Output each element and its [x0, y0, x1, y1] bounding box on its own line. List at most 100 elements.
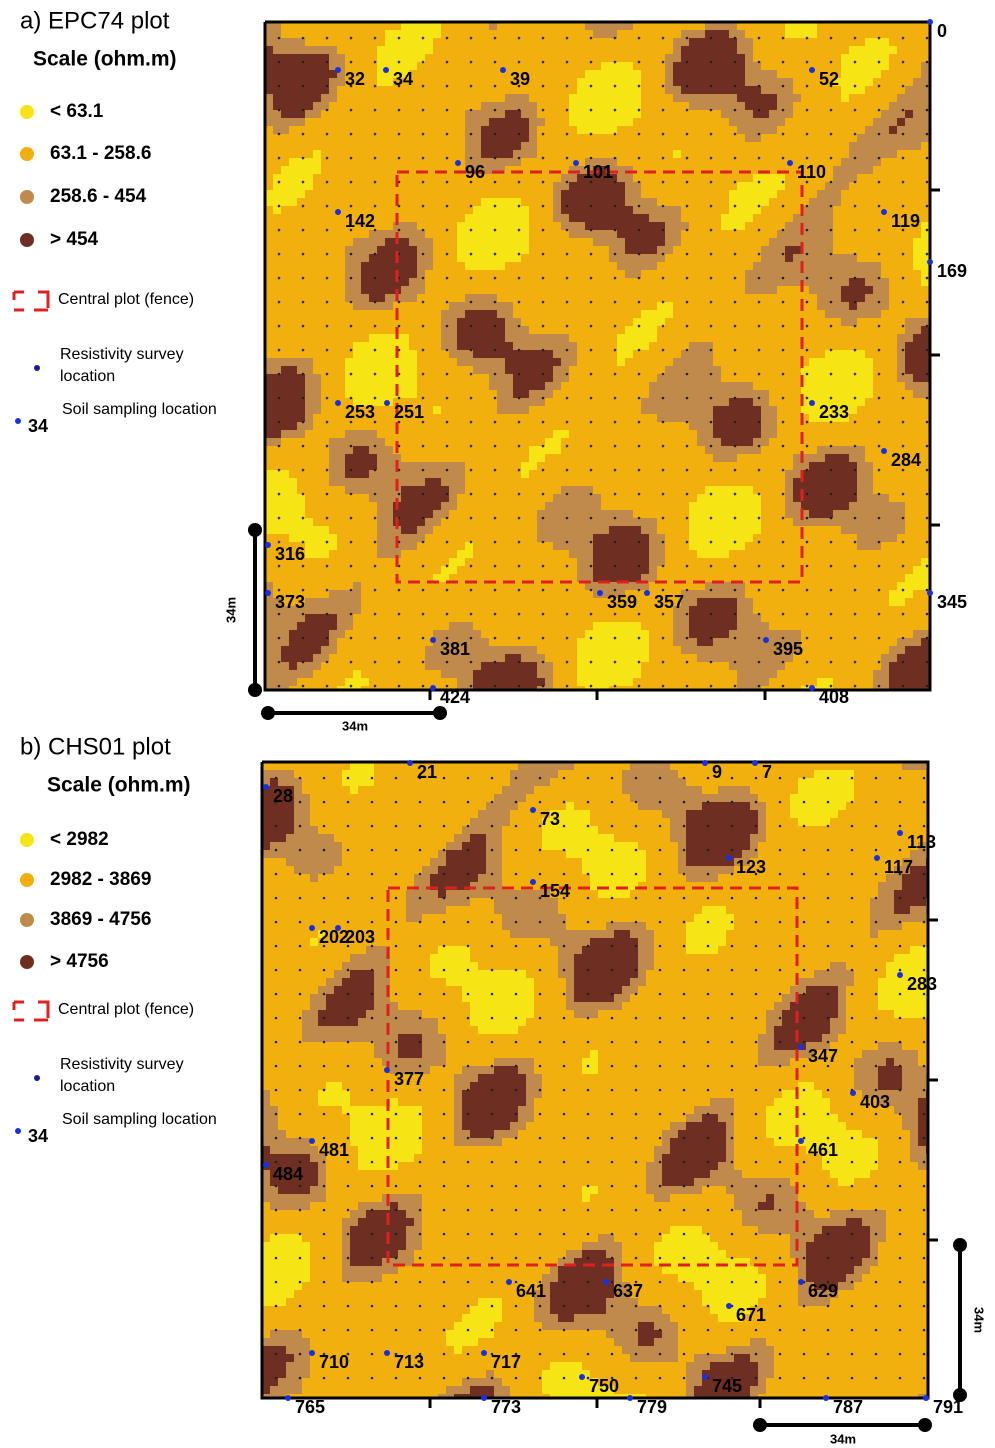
map-cell	[545, 134, 553, 142]
map-cell	[601, 238, 609, 246]
map-cell	[281, 478, 289, 486]
map-cell	[585, 422, 593, 430]
map-cell	[777, 238, 785, 246]
map-cell	[729, 198, 737, 206]
map-cell	[401, 190, 409, 198]
map-cell	[673, 358, 681, 366]
map-cell	[649, 190, 657, 198]
map-cell	[705, 302, 713, 310]
map-cell	[681, 102, 689, 110]
map-cell	[553, 54, 561, 62]
map-cell	[633, 270, 641, 278]
map-cell	[921, 374, 929, 382]
map-cell	[593, 286, 601, 294]
map-cell	[865, 238, 873, 246]
map-cell	[473, 62, 481, 70]
map-cell	[913, 438, 921, 446]
map-cell	[833, 262, 841, 270]
map-cell	[865, 102, 873, 110]
map-cell	[433, 126, 441, 134]
map-cell	[881, 182, 889, 190]
map-cell	[337, 414, 345, 422]
map-cell	[673, 278, 681, 286]
map-cell	[473, 270, 481, 278]
map-cell	[777, 30, 785, 38]
map-cell	[849, 214, 857, 222]
map-cell	[753, 454, 761, 462]
map-cell	[713, 294, 721, 302]
map-cell	[281, 110, 289, 118]
map-cell	[521, 150, 529, 158]
map-cell	[889, 350, 897, 358]
map-cell	[569, 334, 577, 342]
map-cell	[273, 406, 281, 414]
map-cell	[625, 118, 633, 126]
map-cell	[609, 422, 617, 430]
map-cell	[681, 86, 689, 94]
map-cell	[857, 278, 865, 286]
map-cell	[865, 350, 873, 358]
map-cell	[313, 198, 321, 206]
map-cell	[793, 62, 801, 70]
map-cell	[705, 70, 713, 78]
map-cell	[473, 118, 481, 126]
map-cell	[833, 422, 841, 430]
map-cell	[529, 302, 537, 310]
map-cell	[649, 462, 657, 470]
map-cell	[737, 46, 745, 54]
map-cell	[689, 190, 697, 198]
map-cell	[889, 94, 897, 102]
map-cell	[793, 334, 801, 342]
map-cell	[521, 446, 529, 454]
map-cell	[521, 118, 529, 126]
map-cell	[433, 238, 441, 246]
map-cell	[473, 286, 481, 294]
map-cell	[897, 270, 905, 278]
map-cell	[905, 302, 913, 310]
map-cell	[769, 334, 777, 342]
map-cell	[921, 310, 929, 318]
map-cell	[481, 286, 489, 294]
map-cell	[545, 454, 553, 462]
map-cell	[729, 350, 737, 358]
map-cell	[793, 230, 801, 238]
map-cell	[353, 478, 361, 486]
map-cell	[809, 350, 817, 358]
map-cell	[273, 142, 281, 150]
map-cell	[281, 238, 289, 246]
map-cell	[569, 462, 577, 470]
map-cell	[745, 126, 753, 134]
map-cell	[705, 54, 713, 62]
map-cell	[593, 478, 601, 486]
map-cell	[489, 46, 497, 54]
map-cell	[401, 270, 409, 278]
map-cell	[385, 334, 393, 342]
map-cell	[401, 294, 409, 302]
map-cell	[601, 198, 609, 206]
map-cell	[593, 262, 601, 270]
map-cell	[881, 230, 889, 238]
map-cell	[769, 302, 777, 310]
map-cell	[473, 30, 481, 38]
map-cell	[881, 470, 889, 478]
map-cell	[521, 254, 529, 262]
map-cell	[553, 326, 561, 334]
map-cell	[697, 230, 705, 238]
map-cell	[569, 110, 577, 118]
map-cell	[905, 174, 913, 182]
map-cell	[337, 342, 345, 350]
map-cell	[833, 102, 841, 110]
map-cell	[889, 414, 897, 422]
map-cell	[497, 462, 505, 470]
map-cell	[881, 166, 889, 174]
map-cell	[737, 158, 745, 166]
map-cell	[617, 70, 625, 78]
map-cell	[481, 342, 489, 350]
map-cell	[505, 190, 513, 198]
map-cell	[825, 334, 833, 342]
map-cell	[689, 102, 697, 110]
map-cell	[833, 390, 841, 398]
map-cell	[289, 182, 297, 190]
map-cell	[321, 134, 329, 142]
map-cell	[289, 46, 297, 54]
